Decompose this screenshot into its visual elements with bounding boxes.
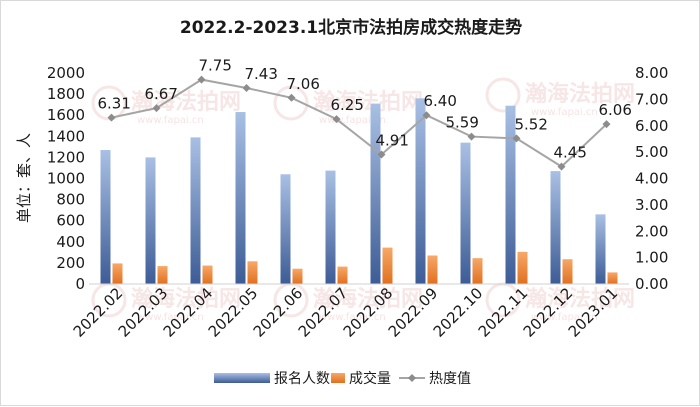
y2-tick-label: 5.00: [635, 143, 668, 161]
bar-signups: [280, 174, 291, 284]
line-data-label: 5.59: [446, 114, 479, 132]
line-data-label: 6.67: [145, 85, 178, 103]
bar-signups: [325, 170, 336, 284]
y-axis-left: 0 200 400 600 800 1000 1200 1400 1600 1800 2000: [47, 64, 85, 293]
bar-deals: [562, 259, 573, 284]
line-heat-value: [111, 78, 608, 168]
watermark-text: 瀚海法拍网: [131, 89, 241, 115]
y-tick-label: 2000: [47, 64, 85, 82]
line-point: [152, 104, 161, 113]
line-point: [512, 134, 521, 143]
line-point: [602, 120, 611, 129]
line-data-label: 5.52: [515, 115, 548, 133]
bar-layer: [100, 98, 618, 284]
y2-tick-label: 1.00: [635, 249, 668, 267]
bar-signups: [190, 137, 201, 284]
y-tick-label: 1400: [47, 127, 85, 145]
y-tick-label: 1000: [47, 170, 85, 188]
y2-tick-label: 6.00: [635, 117, 668, 135]
legend-marker-heat: [408, 374, 416, 382]
bar-deals: [112, 263, 123, 284]
y-tick-label: 1600: [47, 106, 85, 124]
bar-signups: [370, 103, 381, 284]
line-data-label: 7.06: [287, 75, 320, 93]
bar-signups: [550, 171, 561, 284]
bar-signups: [415, 98, 426, 284]
bar-deals: [157, 266, 168, 284]
line-layer: 6.31 6.67 7.75 7.43 7.06 6.25 4.91 6.40 5.59 5.52…: [98, 57, 632, 171]
bar-deals: [517, 251, 528, 284]
line-point: [557, 162, 566, 171]
bar-deals: [202, 265, 213, 284]
y-tick-label: 0: [75, 275, 85, 293]
y-axis-right: 0.00 1.00 2.00 3.00 4.00 5.00 6.00 7.00 8.00: [635, 64, 668, 293]
line-data-label: 7.43: [245, 65, 278, 83]
line-data-label: 6.06: [599, 101, 632, 119]
watermark-layer: 瀚海法拍网www.fapai.cn瀚海法拍网www.fapai.cn瀚海法拍网w…: [91, 77, 635, 323]
bar-deals: [247, 261, 258, 284]
watermark-seal-icon: [273, 85, 309, 121]
line-data-label: 6.31: [98, 95, 131, 113]
bar-deals: [382, 247, 393, 284]
bar-signups: [145, 157, 156, 284]
line-data-label: 6.40: [424, 92, 457, 110]
watermark-text: 瀚海法拍网: [525, 286, 635, 312]
line-data-label: 6.25: [331, 96, 364, 114]
y2-tick-label: 2.00: [635, 222, 668, 240]
bar-deals: [292, 268, 303, 284]
line-point: [467, 132, 476, 141]
bar-deals: [472, 258, 483, 284]
watermark-text: 瀚海法拍网: [313, 89, 423, 115]
y-tick-label: 200: [56, 254, 85, 272]
line-point: [242, 84, 251, 93]
y-axis-label: 单位：套、人: [15, 133, 33, 223]
line-data-label: 7.75: [199, 57, 232, 75]
watermark-url: www.fapai.cn: [531, 107, 598, 118]
legend-swatch-deals: [331, 373, 345, 383]
watermark-text: 瀚海法拍网: [131, 286, 241, 312]
y2-tick-label: 0.00: [635, 275, 668, 293]
line-point: [377, 150, 386, 159]
legend-label-signups: 报名人数: [274, 371, 330, 387]
y-tick-label: 400: [56, 233, 85, 251]
legend-swatch-signups: [214, 373, 270, 383]
bar-signups: [235, 112, 246, 284]
y2-tick-label: 8.00: [635, 64, 668, 82]
bar-deals: [337, 266, 348, 284]
watermark-url: www.fapai.cn: [137, 312, 204, 323]
line-point: [197, 75, 206, 84]
watermark-url: www.fapai.cn: [319, 115, 386, 126]
legend-label-heat: 热度值: [429, 371, 471, 387]
y-tick-label: 1200: [47, 148, 85, 166]
watermark-seal-icon: [485, 77, 521, 113]
legend-label-deals: 成交量: [349, 370, 391, 387]
watermark-url: www.fapai.cn: [319, 312, 386, 323]
watermark-text: 瀚海法拍网: [313, 286, 423, 312]
bar-deals: [607, 272, 618, 284]
line-data-label: 4.45: [554, 144, 587, 162]
bar-signups: [460, 142, 471, 284]
line-point: [287, 93, 296, 102]
watermark-text: 瀚海法拍网: [525, 81, 635, 107]
watermark-url: www.fapai.cn: [531, 312, 598, 323]
line-point: [107, 113, 116, 122]
line-point: [332, 115, 341, 124]
y2-tick-label: 7.00: [635, 90, 668, 108]
line-point: [422, 111, 431, 120]
watermark-url: www.fapai.cn: [137, 115, 204, 126]
bar-signups: [100, 150, 111, 284]
y-tick-label: 600: [56, 212, 85, 230]
y2-tick-label: 4.00: [635, 170, 668, 188]
y-tick-label: 1800: [47, 85, 85, 103]
line-data-label: 4.91: [376, 131, 409, 149]
bar-signups: [595, 214, 606, 284]
legend: 报名人数 成交量 热度值: [214, 370, 471, 387]
bar-signups: [505, 105, 516, 284]
y2-tick-label: 3.00: [635, 196, 668, 214]
bar-deals: [427, 255, 438, 284]
y-tick-label: 800: [56, 191, 85, 209]
chart-title: 2022.2-2023.1北京市法拍房成交热度走势: [180, 17, 522, 38]
